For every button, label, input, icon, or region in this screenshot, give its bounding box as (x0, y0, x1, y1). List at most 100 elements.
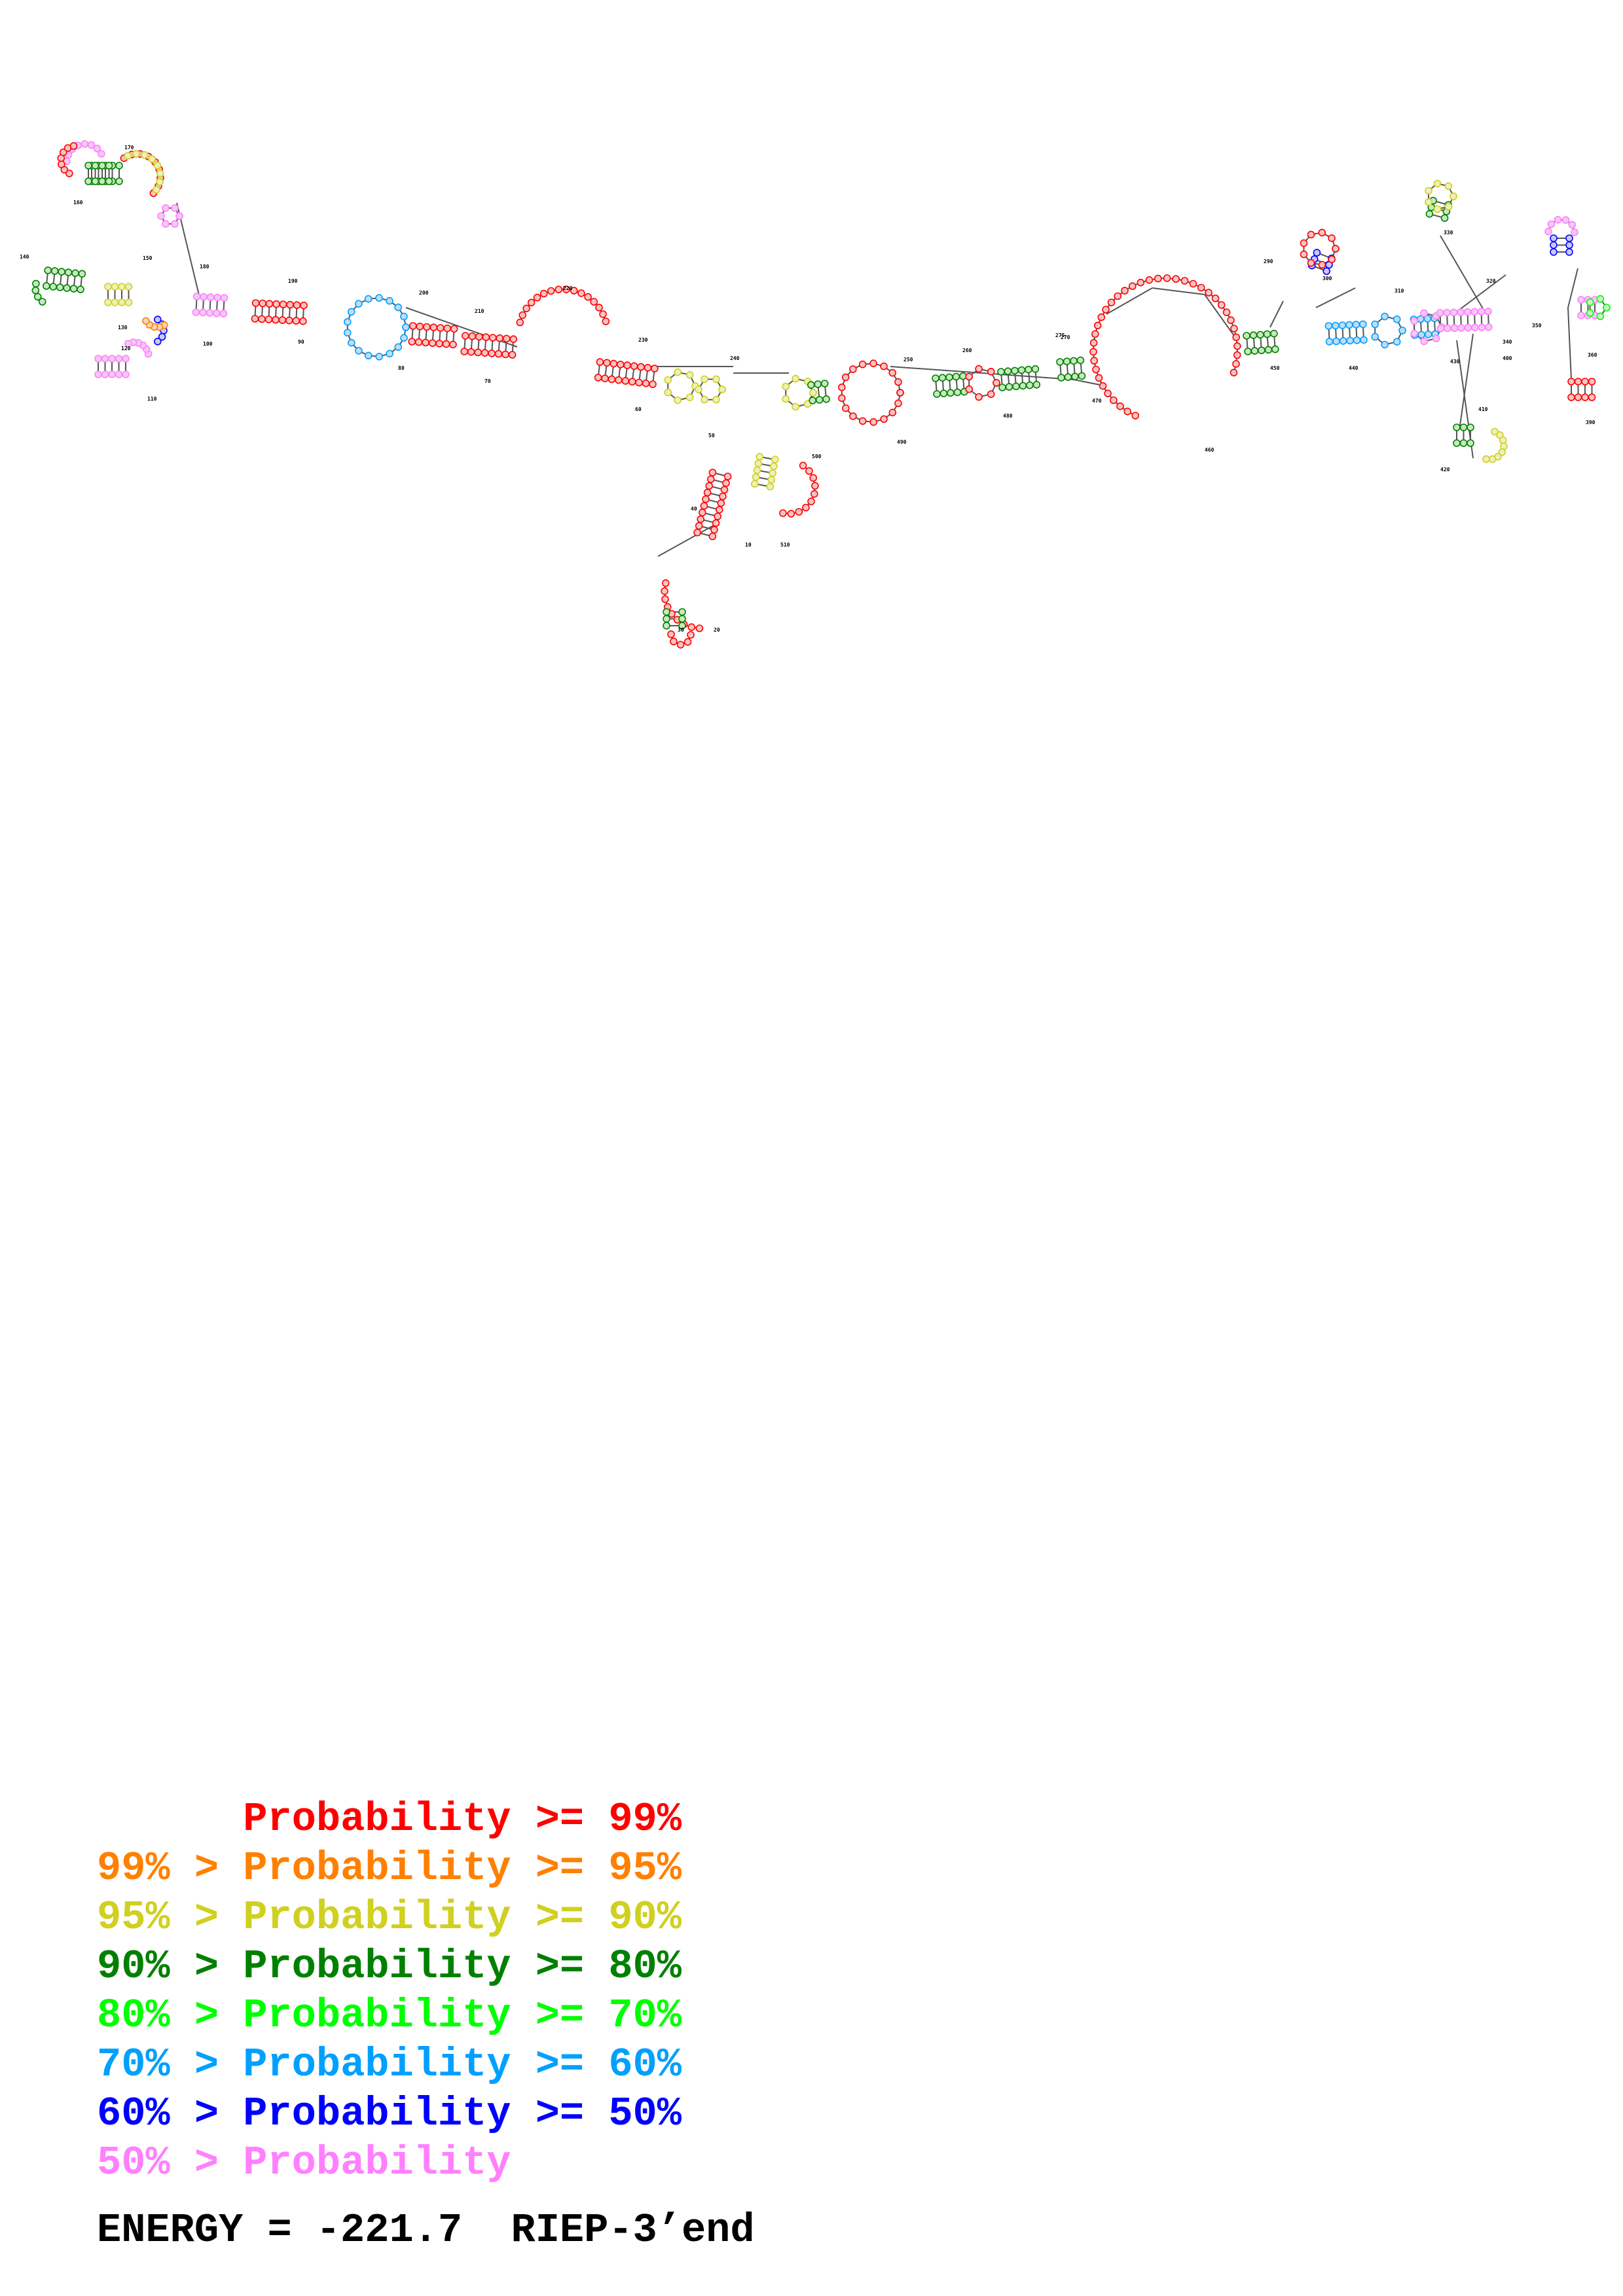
nucleotide (56, 283, 64, 291)
nucleotide (1381, 340, 1389, 349)
position-label: 80 (398, 365, 405, 371)
long-range-link (1315, 287, 1356, 308)
nucleotide (1110, 396, 1118, 404)
nucleotide (265, 300, 274, 308)
nucleotide (712, 519, 720, 528)
nucleotide (792, 403, 799, 411)
nucleotide (111, 283, 119, 291)
nucleotide (1222, 308, 1231, 317)
nucleotide (1450, 192, 1457, 200)
position-label: 260 (962, 348, 972, 353)
nucleotide (1271, 345, 1279, 353)
nucleotide (975, 393, 983, 401)
legend-row-label: Probability >= 50% (243, 2090, 682, 2137)
nucleotide (1482, 455, 1490, 463)
position-label: 490 (897, 439, 907, 445)
nucleotide (1603, 304, 1611, 312)
nucleotide (1217, 301, 1226, 309)
nucleotide (782, 395, 790, 403)
nucleotide (1324, 322, 1333, 330)
position-label: 180 (200, 264, 210, 270)
nucleotide (1025, 365, 1032, 374)
nucleotide (858, 417, 867, 425)
nucleotide (805, 467, 813, 475)
nucleotide (292, 317, 301, 325)
nucleotide (1453, 439, 1461, 447)
nucleotide (701, 395, 708, 404)
nucleotide (355, 347, 363, 355)
nucleotide (251, 315, 259, 323)
position-label: 510 (780, 542, 790, 548)
nucleotide (154, 315, 162, 324)
position-label: 310 (1395, 288, 1404, 294)
nucleotide (124, 340, 132, 348)
nucleotide (712, 375, 720, 384)
nucleotide (708, 469, 717, 476)
long-range-link (1453, 274, 1506, 315)
nucleotide (200, 293, 208, 301)
nucleotide (1233, 351, 1241, 359)
nucleotide (695, 386, 702, 393)
nucleotide (98, 177, 106, 185)
nucleotide (858, 360, 867, 368)
nucleotide (628, 378, 636, 386)
nucleotide (1425, 198, 1432, 206)
nucleotide (272, 315, 280, 324)
position-label: 220 (563, 285, 573, 291)
nucleotide (1092, 365, 1100, 374)
nucleotide (766, 482, 775, 491)
nucleotide (792, 374, 799, 383)
nucleotide (1577, 296, 1585, 304)
nucleotide (595, 304, 603, 312)
nucleotide (599, 310, 607, 318)
nucleotide (1249, 331, 1258, 340)
nucleotide (105, 162, 113, 170)
nucleotide (753, 466, 761, 475)
nucleotide (838, 383, 846, 391)
nucleotide (1332, 245, 1340, 253)
legend-row-label: Probability >= 70% (243, 1992, 682, 2039)
nucleotide (124, 283, 133, 291)
nucleotide (98, 162, 106, 170)
nucleotide (1550, 241, 1558, 249)
nucleotide (802, 503, 810, 512)
nucleotide (1163, 274, 1171, 282)
nucleotide (938, 374, 947, 382)
nucleotide (501, 350, 509, 359)
nucleotide (213, 293, 221, 302)
nucleotide (1137, 278, 1145, 287)
nucleotide (414, 338, 423, 346)
nucleotide (1114, 292, 1122, 300)
nucleotide (779, 509, 787, 517)
nucleotide (1232, 333, 1240, 342)
nucleotide (1057, 374, 1065, 382)
legend-row: 99% > Probability >= 95% (97, 1844, 682, 1893)
nucleotide (814, 380, 822, 388)
nucleotide (795, 508, 803, 516)
nucleotide (710, 526, 718, 534)
nucleotide (1256, 331, 1264, 339)
position-label: 360 (1588, 352, 1597, 358)
nucleotide (997, 368, 1005, 376)
nucleotide (717, 499, 725, 507)
nucleotide (1078, 372, 1086, 380)
position-label: 210 (475, 308, 484, 314)
legend-row: 60% > Probability >= 50% (97, 2089, 682, 2138)
nucleotide (987, 390, 995, 399)
position-label: 420 (1440, 467, 1450, 473)
nucleotide (1063, 357, 1071, 366)
legend-row-prefix: 50% > (97, 2140, 244, 2186)
nucleotide (1371, 320, 1379, 329)
nucleotide (1432, 334, 1440, 343)
nucleotide (279, 300, 287, 308)
position-label: 480 (1003, 413, 1013, 419)
nucleotide (1031, 365, 1040, 373)
nucleotide (959, 372, 967, 380)
nucleotide (1104, 389, 1112, 397)
nucleotide (596, 358, 604, 366)
nucleotide (58, 268, 65, 276)
nucleotide (1011, 367, 1019, 375)
nucleotide (678, 608, 686, 616)
nucleotide (157, 212, 165, 220)
nucleotide (649, 380, 657, 388)
